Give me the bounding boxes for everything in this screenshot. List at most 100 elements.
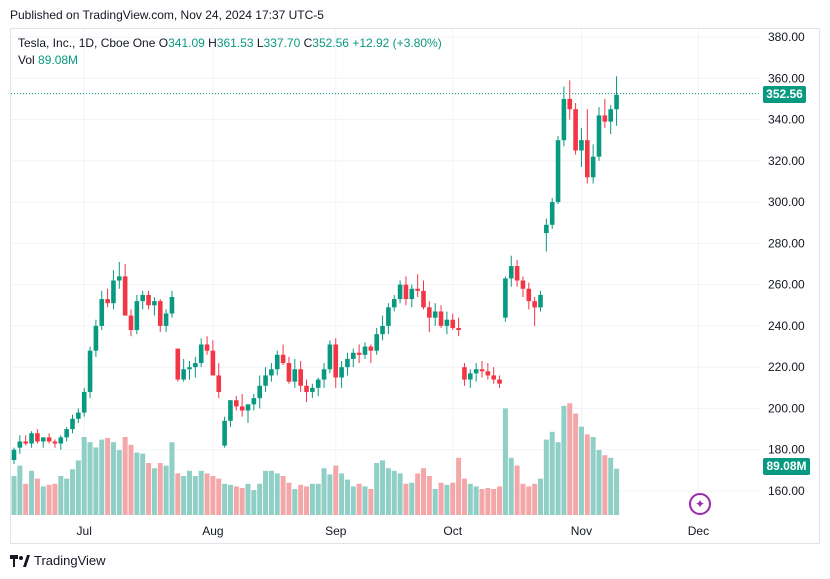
x-tick-label: Dec — [688, 524, 709, 538]
volume-bar — [116, 450, 122, 515]
volume-bar — [479, 489, 485, 515]
candle-body — [298, 369, 303, 386]
y-tick-label: 340.00 — [768, 113, 805, 127]
candle-body — [23, 441, 28, 444]
candle-body — [58, 437, 64, 444]
candle-body — [93, 325, 99, 351]
candle-body — [76, 412, 81, 419]
candle-body — [280, 354, 286, 364]
candle-body — [204, 344, 210, 351]
volume-bar — [380, 460, 386, 515]
footer-brand[interactable]: TradingView — [10, 553, 106, 568]
candle-body — [438, 311, 444, 326]
volume-bar — [268, 470, 274, 515]
candle-body — [579, 140, 584, 151]
last-price-tag: 352.56 — [763, 86, 806, 103]
volume-bar — [450, 482, 456, 515]
candle-body — [602, 115, 608, 122]
volume-bar — [473, 486, 479, 515]
volume-bar — [567, 403, 573, 515]
volume-bar — [292, 489, 298, 515]
candle-body — [321, 369, 327, 380]
volume-bar — [81, 437, 87, 515]
volume-bar — [99, 439, 105, 515]
candle-body — [485, 371, 491, 376]
volume-bar — [526, 486, 532, 515]
candle-body — [596, 115, 602, 157]
candle-body — [415, 288, 420, 291]
candle-body — [526, 288, 532, 302]
candle-body — [356, 352, 362, 355]
candle-body — [391, 299, 397, 308]
candle-body — [339, 367, 344, 378]
volume-bar — [614, 468, 620, 515]
volume-bar — [602, 455, 608, 515]
candle-body — [99, 299, 105, 326]
candle-body — [274, 354, 280, 370]
volume-bar — [204, 473, 210, 515]
volume-label: Vol — [18, 53, 35, 67]
candle-body — [269, 369, 274, 376]
candle-body — [585, 140, 590, 178]
y-tick-label: 200.00 — [768, 401, 805, 415]
volume-bar — [64, 478, 70, 515]
high-value: 361.53 — [216, 36, 254, 50]
candle-body — [128, 315, 134, 331]
volume-bar — [497, 486, 503, 515]
volume-bar — [87, 442, 93, 515]
volume-bar — [532, 483, 538, 515]
y-tick-label: 180.00 — [768, 443, 805, 457]
candle-body — [479, 369, 485, 372]
volume-bar — [304, 486, 309, 515]
low-label: L — [256, 36, 264, 50]
volume-bar — [514, 465, 520, 515]
candle-body — [473, 369, 479, 374]
candle-body — [11, 449, 17, 461]
candle-body — [491, 375, 496, 380]
volume-bar — [538, 478, 543, 515]
candle-body — [146, 294, 151, 306]
volume-bar — [561, 405, 567, 515]
volume-bar — [491, 489, 497, 515]
volume-bar — [315, 483, 321, 515]
volume-bar — [385, 468, 391, 515]
volume-bar — [192, 476, 198, 515]
volume-bar — [333, 465, 339, 515]
volume-bar — [578, 426, 584, 515]
symbol-label: Tesla, Inc., 1D, Cboe One — [18, 36, 156, 50]
footer-brand-label: TradingView — [34, 553, 106, 568]
volume-bar — [280, 476, 286, 515]
candle-body — [46, 437, 52, 442]
candle-body — [567, 98, 573, 110]
chart-frame[interactable] — [10, 28, 820, 544]
candle-body — [198, 344, 204, 364]
volume-bar — [362, 486, 368, 515]
candle-body — [520, 280, 526, 289]
candle-body — [70, 418, 75, 430]
volume-bar — [485, 487, 491, 515]
candle-body — [163, 313, 169, 326]
candle-body — [462, 367, 467, 380]
volume-bar — [40, 486, 46, 515]
candle-body — [386, 307, 391, 326]
sparkle-icon[interactable]: ✦ — [689, 493, 711, 515]
candle-body — [222, 420, 227, 446]
candle-body — [304, 385, 309, 392]
open-label: O — [158, 36, 169, 50]
candle-body — [549, 202, 555, 225]
volume-bar — [122, 437, 128, 515]
change-value: +12.92 (+3.80%) — [352, 36, 442, 50]
candle-body — [380, 325, 385, 335]
volume-bar — [181, 476, 187, 515]
candle-body — [561, 98, 567, 141]
candle-body — [614, 94, 619, 110]
volume-bar — [257, 483, 263, 515]
candle-body — [421, 290, 426, 308]
candle-body — [140, 294, 145, 302]
volume-bar — [374, 463, 380, 515]
volume-bar — [239, 487, 245, 515]
candle-body — [497, 379, 502, 384]
candle-body — [17, 441, 23, 448]
candle-body — [368, 346, 374, 351]
